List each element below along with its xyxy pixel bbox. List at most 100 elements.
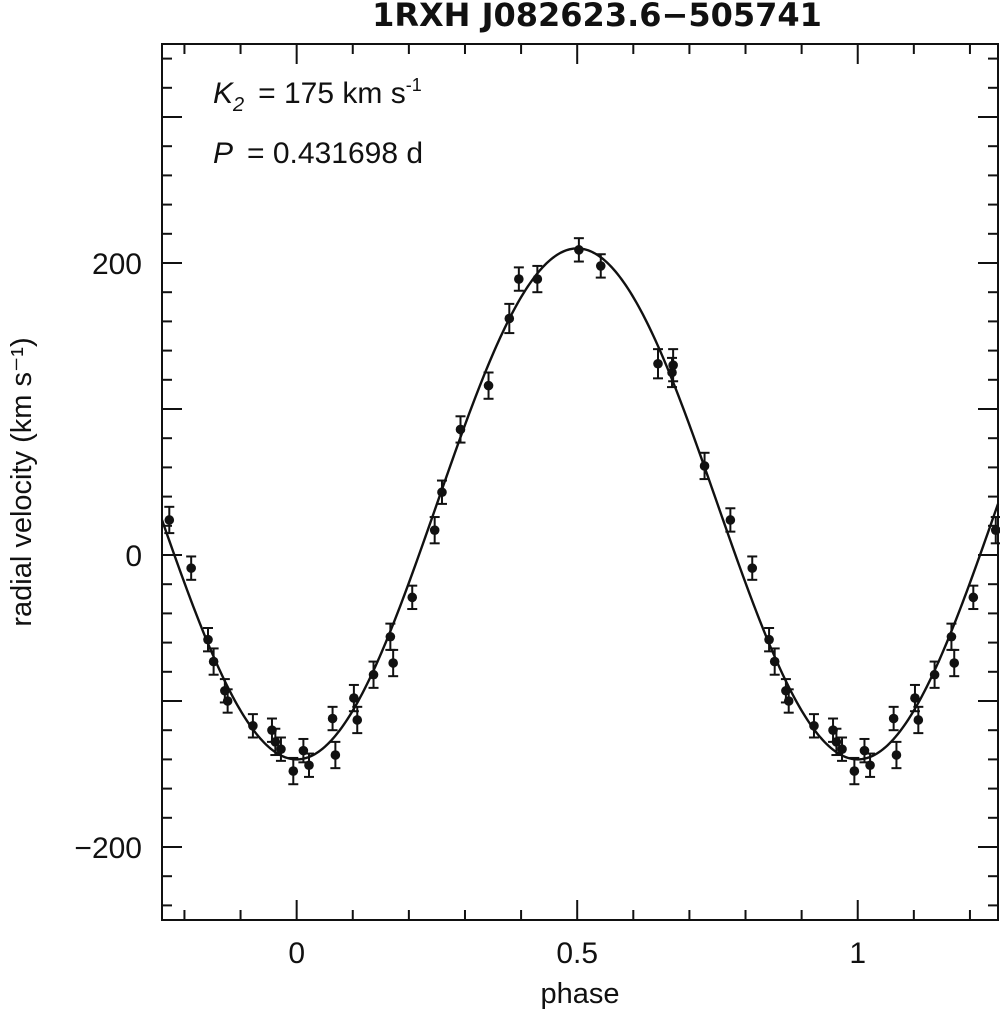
data-marker	[532, 274, 543, 284]
svg-text:K2= 175 km s-1: K2 = 175 km s-1	[213, 75, 422, 116]
data-point	[164, 505, 175, 535]
data-point	[352, 705, 363, 735]
data-point	[270, 727, 281, 757]
data-point	[513, 266, 524, 292]
data-point	[808, 713, 819, 739]
data-marker	[222, 696, 233, 706]
x-tick-label: 0	[288, 937, 305, 970]
data-marker	[595, 261, 606, 271]
data-marker	[164, 515, 175, 525]
model-fit-curve	[160, 247, 1000, 761]
data-marker	[437, 487, 447, 498]
data-marker	[455, 424, 466, 435]
data-point	[222, 688, 233, 714]
data-point	[203, 627, 214, 653]
x-axis-label: phase	[540, 978, 619, 1010]
data-marker	[929, 669, 940, 680]
data-marker	[949, 658, 960, 668]
data-marker	[288, 766, 299, 776]
y-tick-label: 200	[92, 248, 142, 281]
data-points	[164, 237, 1000, 786]
data-point	[968, 584, 979, 611]
data-marker	[968, 592, 979, 603]
axis-ticks	[162, 44, 998, 920]
chart-title: 1RXH J082623.6−505741	[372, 0, 822, 34]
x-tick-label: 0.5	[556, 937, 598, 970]
k2-subscript: 2	[232, 94, 244, 116]
data-point	[275, 736, 286, 762]
data-point	[849, 756, 860, 786]
data-marker	[849, 766, 860, 776]
data-point	[913, 705, 924, 735]
data-point	[990, 516, 1000, 545]
data-marker	[913, 715, 924, 725]
data-marker	[327, 713, 338, 724]
data-point	[247, 713, 258, 739]
data-marker	[783, 696, 794, 706]
data-marker	[837, 744, 847, 754]
data-point	[532, 264, 543, 294]
data-marker	[276, 744, 286, 754]
data-point	[436, 479, 447, 505]
data-point	[368, 660, 379, 689]
data-marker	[349, 693, 359, 703]
annotation-period: P = 0.431698 d	[213, 137, 423, 170]
data-marker	[388, 658, 398, 668]
x-tick-label: 1	[849, 937, 866, 970]
data-marker	[504, 313, 515, 324]
data-marker	[769, 656, 780, 667]
k2-exponent: -1	[406, 75, 422, 95]
data-marker	[368, 669, 379, 680]
data-point	[573, 237, 584, 263]
data-point	[783, 688, 794, 714]
k2-symbol: K	[213, 77, 235, 110]
data-point	[699, 451, 710, 481]
data-marker	[208, 656, 219, 667]
data-point	[725, 507, 736, 533]
data-point	[769, 647, 780, 676]
data-point	[327, 705, 338, 732]
svg-text:P= 0.431698 d: P = 0.431698 d	[213, 137, 423, 170]
data-point	[330, 740, 341, 770]
data-point	[888, 705, 899, 732]
data-marker	[946, 631, 957, 642]
data-point	[831, 727, 842, 757]
data-marker	[352, 715, 363, 725]
data-marker	[668, 360, 678, 371]
data-point	[483, 371, 494, 400]
axis-tick-labels: 0 0.5 1 −200 0 200	[74, 248, 866, 970]
data-point	[288, 756, 299, 786]
data-point	[929, 660, 940, 689]
plot-frame	[161, 43, 999, 921]
data-point	[455, 415, 466, 444]
data-point	[429, 516, 440, 545]
k2-value: = 175 km s	[258, 77, 406, 110]
data-point	[208, 647, 219, 676]
data-marker	[203, 634, 213, 645]
data-point	[595, 253, 606, 279]
data-marker	[407, 592, 418, 603]
data-marker	[831, 737, 842, 747]
data-marker	[653, 358, 663, 369]
period-value: = 0.431698 d	[247, 137, 423, 170]
data-point	[385, 622, 396, 651]
data-marker	[483, 380, 494, 391]
data-point	[837, 736, 848, 762]
data-point	[747, 555, 758, 581]
data-point	[946, 622, 957, 651]
data-marker	[865, 760, 875, 771]
data-marker	[891, 750, 902, 760]
data-marker	[330, 750, 341, 760]
data-point	[388, 648, 399, 678]
data-point	[304, 752, 315, 778]
y-tick-label: 0	[125, 540, 142, 573]
data-marker	[990, 525, 1000, 535]
data-marker	[667, 367, 677, 378]
data-marker	[764, 634, 774, 645]
data-point	[891, 740, 902, 770]
data-marker	[248, 721, 258, 731]
data-marker	[270, 737, 281, 747]
data-marker	[888, 713, 899, 724]
data-point	[652, 348, 663, 380]
